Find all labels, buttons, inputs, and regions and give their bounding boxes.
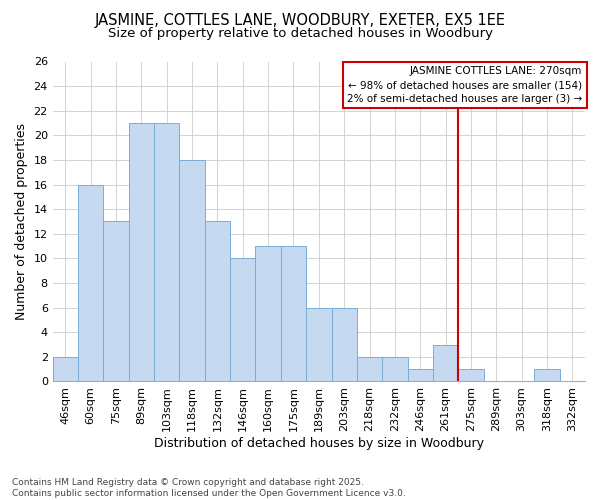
Text: JASMINE COTTLES LANE: 270sqm
← 98% of detached houses are smaller (154)
2% of se: JASMINE COTTLES LANE: 270sqm ← 98% of de… bbox=[347, 66, 583, 104]
Bar bbox=[458, 369, 484, 382]
Text: JASMINE, COTTLES LANE, WOODBURY, EXETER, EX5 1EE: JASMINE, COTTLES LANE, WOODBURY, EXETER,… bbox=[95, 12, 505, 28]
Bar bbox=[382, 357, 407, 382]
Bar bbox=[433, 344, 458, 382]
Text: Contains HM Land Registry data © Crown copyright and database right 2025.
Contai: Contains HM Land Registry data © Crown c… bbox=[12, 478, 406, 498]
Bar bbox=[179, 160, 205, 382]
Bar bbox=[407, 369, 433, 382]
Bar bbox=[306, 308, 332, 382]
X-axis label: Distribution of detached houses by size in Woodbury: Distribution of detached houses by size … bbox=[154, 437, 484, 450]
Bar bbox=[535, 369, 560, 382]
Bar bbox=[230, 258, 256, 382]
Bar bbox=[129, 123, 154, 382]
Bar bbox=[357, 357, 382, 382]
Bar bbox=[256, 246, 281, 382]
Bar bbox=[78, 184, 103, 382]
Bar bbox=[281, 246, 306, 382]
Bar bbox=[154, 123, 179, 382]
Bar bbox=[53, 357, 78, 382]
Bar bbox=[103, 222, 129, 382]
Bar bbox=[205, 222, 230, 382]
Text: Size of property relative to detached houses in Woodbury: Size of property relative to detached ho… bbox=[107, 28, 493, 40]
Bar bbox=[332, 308, 357, 382]
Y-axis label: Number of detached properties: Number of detached properties bbox=[15, 123, 28, 320]
